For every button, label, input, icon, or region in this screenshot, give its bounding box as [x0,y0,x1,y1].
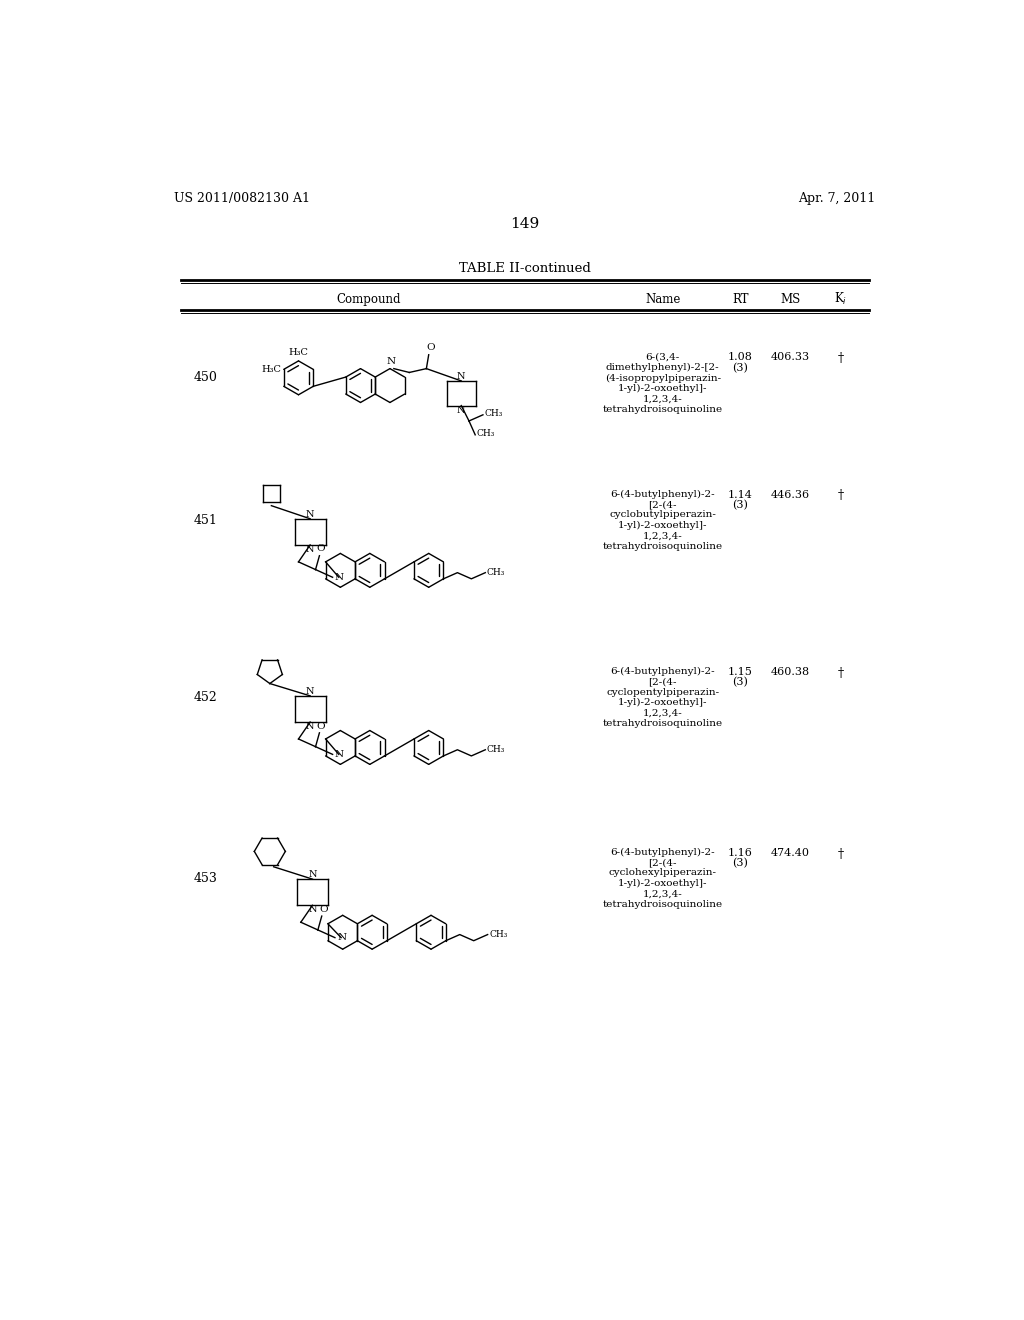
Text: N: N [308,906,316,915]
Text: CH₃: CH₃ [477,429,496,438]
Text: 406.33: 406.33 [771,352,810,363]
Text: H₃C: H₃C [261,364,282,374]
Text: Apr. 7, 2011: Apr. 7, 2011 [798,191,876,205]
Text: US 2011/0082130 A1: US 2011/0082130 A1 [174,191,310,205]
Text: N: N [335,573,344,582]
Text: 6-(4-butylphenyl)-2-
[2-(4-
cyclohexylpiperazin-
1-yl)-2-oxoethyl]-
1,2,3,4-
tet: 6-(4-butylphenyl)-2- [2-(4- cyclohexylpi… [603,847,723,909]
Text: (3): (3) [732,500,749,511]
Text: CH₃: CH₃ [489,931,508,939]
Text: N: N [387,358,396,367]
Text: 1.15: 1.15 [728,667,753,677]
Text: 1.16: 1.16 [728,847,753,858]
Text: 453: 453 [194,871,218,884]
Text: †: † [838,667,844,680]
Text: N: N [457,405,466,414]
Text: 1.14: 1.14 [728,490,753,499]
Text: CH₃: CH₃ [486,568,505,577]
Text: 6-(4-butylphenyl)-2-
[2-(4-
cyclopentylpiperazin-
1-yl)-2-oxoethyl]-
1,2,3,4-
te: 6-(4-butylphenyl)-2- [2-(4- cyclopentylp… [603,667,723,727]
Text: N: N [306,545,314,554]
Text: 474.40: 474.40 [771,847,810,858]
Text: H₃C: H₃C [289,348,308,358]
Text: TABLE II-continued: TABLE II-continued [459,261,591,275]
Text: †: † [838,352,844,366]
Text: N: N [457,372,466,381]
Text: 450: 450 [194,371,218,384]
Text: N: N [306,722,314,731]
Text: N: N [308,870,316,879]
Text: O: O [426,343,434,352]
Text: 446.36: 446.36 [771,490,810,499]
Text: †: † [838,847,844,861]
Text: RT: RT [732,293,749,306]
Text: 451: 451 [194,513,218,527]
Text: N: N [337,933,346,942]
Text: O: O [319,904,328,913]
Text: 6-(4-butylphenyl)-2-
[2-(4-
cyclobutylpiperazin-
1-yl)-2-oxoethyl]-
1,2,3,4-
tet: 6-(4-butylphenyl)-2- [2-(4- cyclobutylpi… [603,490,723,550]
Text: 452: 452 [194,690,218,704]
Text: Name: Name [645,293,680,306]
Text: N: N [306,510,314,519]
Text: CH₃: CH₃ [484,409,503,417]
Text: 460.38: 460.38 [771,667,810,677]
Text: K$_i$: K$_i$ [835,292,848,308]
Text: 6-(3,4-
dimethylphenyl)-2-[2-
(4-isopropylpiperazin-
1-yl)-2-oxoethyl]-
1,2,3,4-: 6-(3,4- dimethylphenyl)-2-[2- (4-isoprop… [603,352,723,414]
Text: N: N [306,686,314,696]
Text: O: O [316,544,326,553]
Text: (3): (3) [732,677,749,688]
Text: CH₃: CH₃ [486,746,505,754]
Text: MS: MS [780,293,801,306]
Text: O: O [316,722,326,730]
Text: †: † [838,490,844,503]
Text: 1.08: 1.08 [728,352,753,363]
Text: (3): (3) [732,363,749,374]
Text: Compound: Compound [336,293,400,306]
Text: (3): (3) [732,858,749,869]
Text: 149: 149 [510,216,540,231]
Text: N: N [335,750,344,759]
